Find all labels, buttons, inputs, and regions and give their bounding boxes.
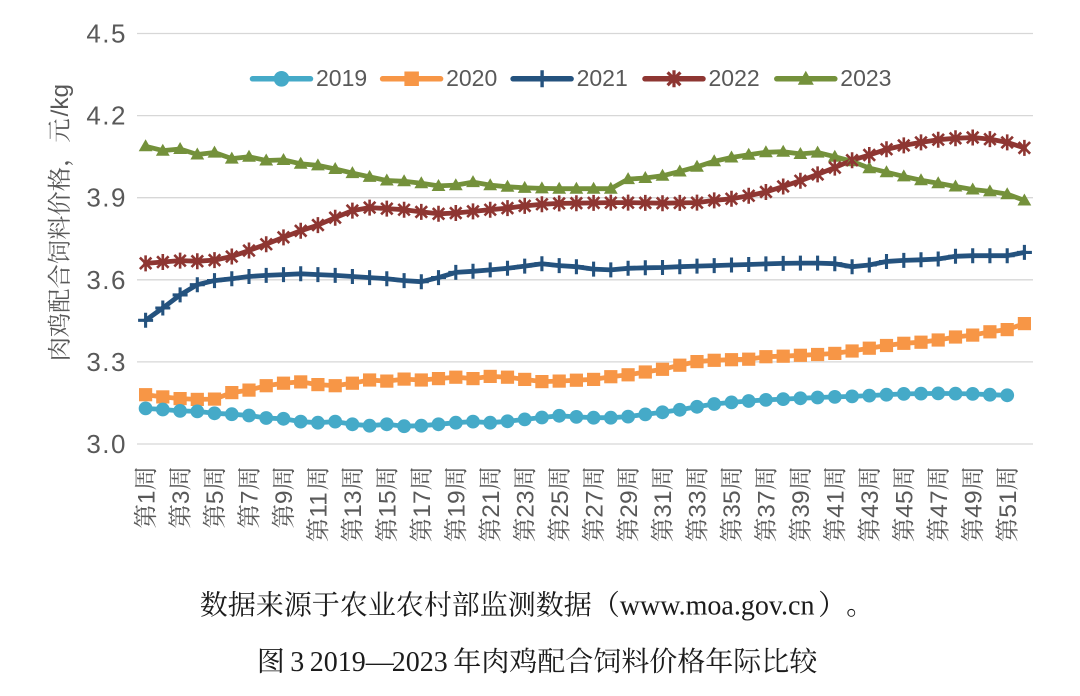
svg-text:35: 35 bbox=[719, 490, 746, 517]
svg-text:1: 1 bbox=[133, 490, 160, 504]
svg-text:5: 5 bbox=[202, 490, 229, 504]
svg-text:2022: 2022 bbox=[709, 65, 760, 91]
svg-text:3.3: 3.3 bbox=[86, 347, 127, 377]
svg-text:7: 7 bbox=[237, 490, 264, 504]
svg-text:/kg: /kg bbox=[47, 84, 74, 116]
svg-text:13: 13 bbox=[340, 490, 367, 517]
svg-text:47: 47 bbox=[926, 490, 953, 517]
svg-text:45: 45 bbox=[892, 490, 919, 517]
svg-text:31: 31 bbox=[650, 490, 677, 517]
svg-text:33: 33 bbox=[685, 490, 712, 517]
svg-text:3.0: 3.0 bbox=[86, 429, 127, 459]
svg-text:51: 51 bbox=[995, 490, 1022, 517]
svg-text:2019: 2019 bbox=[310, 647, 366, 678]
svg-text:23: 23 bbox=[512, 490, 539, 517]
svg-text:4.5: 4.5 bbox=[86, 19, 127, 49]
svg-text:2020: 2020 bbox=[446, 65, 497, 91]
svg-text:49: 49 bbox=[960, 490, 987, 517]
svg-text:2021: 2021 bbox=[577, 65, 628, 91]
svg-text:4.2: 4.2 bbox=[86, 101, 127, 131]
svg-text:3: 3 bbox=[290, 647, 304, 678]
svg-text:2023: 2023 bbox=[840, 65, 891, 91]
svg-text:—: — bbox=[365, 647, 395, 678]
svg-text:43: 43 bbox=[857, 490, 884, 517]
svg-text:29: 29 bbox=[616, 490, 643, 517]
svg-text:3.6: 3.6 bbox=[86, 265, 127, 295]
svg-text:21: 21 bbox=[478, 490, 505, 517]
svg-text:3: 3 bbox=[168, 490, 195, 504]
svg-text:37: 37 bbox=[754, 490, 781, 517]
svg-text:11: 11 bbox=[306, 492, 333, 517]
svg-text:39: 39 bbox=[788, 490, 815, 517]
svg-text:27: 27 bbox=[581, 490, 608, 517]
svg-text:15: 15 bbox=[375, 490, 402, 517]
svg-text:9: 9 bbox=[271, 490, 298, 504]
svg-text:41: 41 bbox=[823, 490, 850, 517]
svg-text:19: 19 bbox=[444, 490, 471, 517]
svg-text:3.9: 3.9 bbox=[86, 183, 127, 213]
svg-text:17: 17 bbox=[409, 490, 436, 517]
svg-text:www.moa.gov.cn: www.moa.gov.cn bbox=[620, 591, 815, 622]
svg-text:2019: 2019 bbox=[316, 65, 367, 91]
svg-text:25: 25 bbox=[547, 490, 574, 517]
svg-text:2023: 2023 bbox=[392, 647, 448, 678]
